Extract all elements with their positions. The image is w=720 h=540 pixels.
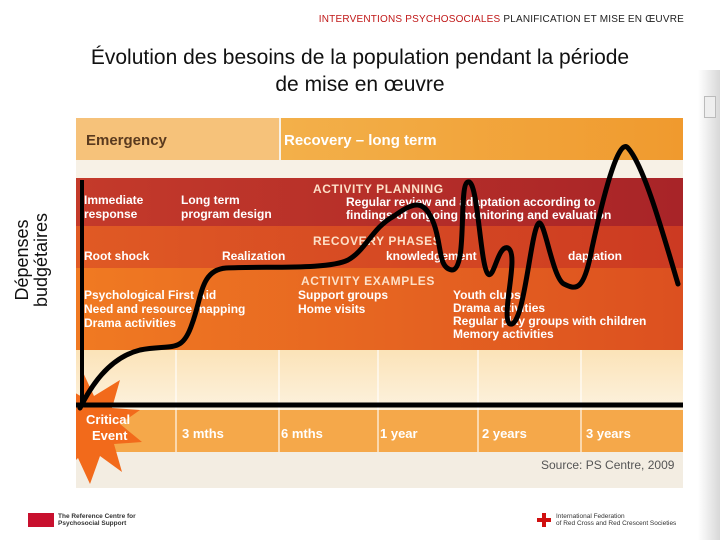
time-label-3-months: 3 mths <box>182 426 224 441</box>
recovery-title: RECOVERY PHASES <box>313 234 441 248</box>
psychosocial-centre-logo <box>28 513 54 527</box>
footer-right-line-2: of Red Cross and Red Crescent Societies <box>556 520 677 527</box>
slide-edge-tab-icon <box>704 96 716 118</box>
planning-mid-line-2: program design <box>181 207 272 221</box>
example-right-3: Regular play groups with children <box>453 314 646 328</box>
y-axis-label-line-1: Dépenses <box>12 219 32 301</box>
time-label-1-year: 1 year <box>380 426 418 441</box>
footer-right-logo: International Federation of Red Cross an… <box>536 512 676 528</box>
phase-recovery-label: Recovery – long term <box>284 132 437 149</box>
recovery-root-shock: Root shock <box>84 249 150 263</box>
examples-title: ACTIVITY EXAMPLES <box>301 274 435 288</box>
phase-band-recovery <box>281 118 683 160</box>
figure-text: Emergency Recovery – long term ACTIVITY … <box>84 132 675 472</box>
footer-left-text: The Reference Centre for Psychosocial Su… <box>58 513 136 527</box>
slide-edge-shadow <box>698 70 720 540</box>
example-left-3: Drama activities <box>84 316 176 330</box>
y-axis-label: Dépenses budgétaires <box>12 212 51 308</box>
footer-left-logo: The Reference Centre for Psychosocial Su… <box>28 513 136 527</box>
slide-title: Évolution des besoins de la population p… <box>20 44 700 98</box>
planning-left-line-1: Immediate <box>84 193 144 207</box>
planning-band <box>76 178 683 226</box>
source-note: Source: PS Centre, 2009 <box>541 458 675 472</box>
needs-curve <box>77 144 681 411</box>
phase-band-emergency <box>76 118 279 160</box>
critical-event-line-1: Critical <box>86 412 130 427</box>
example-left-1: Psychological First Aid <box>84 288 216 302</box>
example-mid-2: Home visits <box>298 302 366 316</box>
title-line-1: Évolution des besoins de la population p… <box>90 46 630 69</box>
example-left-2: Need and resource mapping <box>84 302 245 316</box>
y-axis-label-line-2: budgétaires <box>31 212 51 308</box>
planning-title: ACTIVITY PLANNING <box>313 182 444 196</box>
slide-header: INTERVENTIONS PSYCHOSOCIALES PLANIFICATI… <box>0 14 684 25</box>
footer-left-line-2: Psychosocial Support <box>58 520 127 527</box>
recovery-realization: Realization <box>222 249 285 263</box>
time-label-6-months: 6 mths <box>281 426 323 441</box>
source-band <box>76 452 683 488</box>
example-right-2: Drama activities <box>453 301 545 315</box>
critical-event-line-2: Event <box>92 428 128 443</box>
planning-mid-line-1: Long term <box>181 193 240 207</box>
example-mid-1: Support groups <box>298 288 388 302</box>
cream-band <box>76 350 683 410</box>
planning-right-line-1: Regular review and adaptation according … <box>346 195 595 209</box>
phase-emergency-label: Emergency <box>86 132 168 149</box>
header-subtitle: PLANIFICATION ET MISE EN ŒUVRE <box>503 14 684 25</box>
example-right-1: Youth clubs <box>453 288 521 302</box>
column-dividers <box>175 350 582 452</box>
footer-left-line-1: The Reference Centre for <box>58 513 136 520</box>
example-right-4: Memory activities <box>453 327 554 341</box>
footer-right-line-1: International Federation <box>556 513 625 520</box>
time-label-2-years: 2 years <box>482 426 527 441</box>
header-brand: INTERVENTIONS PSYCHOSOCIALES <box>318 14 501 25</box>
red-cross-icon <box>536 512 552 528</box>
critical-event-starburst <box>76 368 142 484</box>
needs-diagram: Emergency Recovery – long term ACTIVITY … <box>76 118 683 488</box>
planning-left-line-2: response <box>84 207 138 221</box>
time-label-3-years: 3 years <box>586 426 631 441</box>
recovery-phases-band <box>76 226 683 268</box>
title-line-2: de mise en œuvre <box>275 73 445 96</box>
recovery-adaptation: daptation <box>568 249 622 263</box>
recovery-acknowledgement: knowledgement <box>386 249 477 263</box>
footer-right-text: International Federation of Red Cross an… <box>556 513 676 527</box>
